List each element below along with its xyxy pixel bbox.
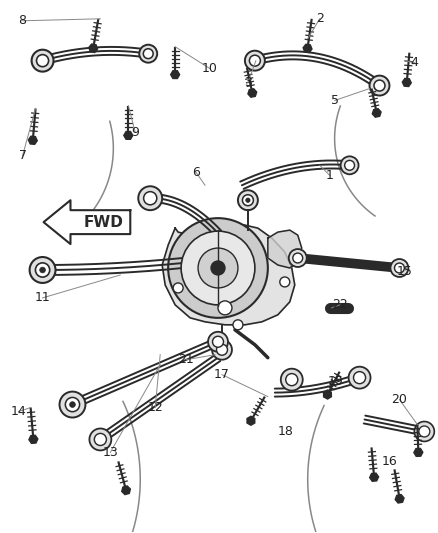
Text: 21: 21 [178,353,194,366]
Circle shape [249,55,260,66]
Circle shape [341,156,359,174]
Text: 14: 14 [11,405,27,418]
Text: 12: 12 [147,401,163,414]
Polygon shape [414,448,423,456]
Circle shape [419,426,430,437]
Circle shape [280,277,290,287]
Polygon shape [324,390,332,399]
Polygon shape [268,230,302,268]
Circle shape [345,160,354,170]
Circle shape [353,372,366,384]
Circle shape [198,248,238,288]
Circle shape [293,253,303,263]
Text: 22: 22 [332,298,347,311]
Text: 6: 6 [192,166,200,179]
Text: 3: 3 [244,76,252,89]
Circle shape [70,402,75,407]
Text: 16: 16 [381,455,397,468]
Circle shape [238,190,258,210]
Text: 1: 1 [326,169,334,182]
Polygon shape [247,416,255,425]
Polygon shape [395,495,404,503]
Circle shape [289,249,307,267]
Circle shape [414,422,434,441]
Polygon shape [162,225,295,325]
Text: 10: 10 [202,62,218,75]
Circle shape [211,261,225,275]
Polygon shape [124,132,133,139]
Circle shape [168,218,268,318]
Text: 13: 13 [102,446,118,459]
Circle shape [60,392,85,417]
Circle shape [390,259,408,277]
Circle shape [30,257,56,283]
Circle shape [208,332,228,352]
Circle shape [89,429,111,450]
Text: 19: 19 [328,375,343,388]
Circle shape [349,367,371,389]
Circle shape [32,50,53,71]
Circle shape [181,231,255,305]
Polygon shape [28,136,37,144]
Circle shape [212,340,232,360]
Polygon shape [370,473,378,481]
Polygon shape [248,88,257,97]
Polygon shape [171,71,180,78]
Polygon shape [372,109,381,117]
Circle shape [40,267,46,273]
Circle shape [246,198,250,203]
Circle shape [173,283,183,293]
Polygon shape [303,44,312,53]
Circle shape [281,369,303,391]
Circle shape [218,301,232,315]
Circle shape [212,336,223,347]
Polygon shape [43,200,130,244]
Circle shape [245,51,265,71]
Text: 5: 5 [331,94,339,107]
Text: 17: 17 [214,368,230,381]
Circle shape [233,320,243,330]
Circle shape [216,344,227,355]
Circle shape [374,80,385,91]
Circle shape [65,398,80,411]
Circle shape [94,433,106,446]
Text: FWD: FWD [83,215,124,230]
Text: 9: 9 [131,126,139,139]
Text: 8: 8 [19,14,27,27]
Circle shape [242,195,254,206]
Text: 11: 11 [35,292,50,304]
Circle shape [139,45,157,63]
Circle shape [35,263,49,277]
Text: 7: 7 [19,149,27,162]
Circle shape [138,186,162,210]
Text: 15: 15 [396,265,412,278]
Text: 20: 20 [392,393,407,406]
Polygon shape [403,78,411,86]
Polygon shape [122,486,131,495]
Circle shape [143,49,153,59]
Circle shape [286,374,298,386]
Text: 4: 4 [410,56,418,69]
Circle shape [36,54,49,67]
Text: 2: 2 [316,12,324,25]
Text: 18: 18 [278,425,294,438]
Polygon shape [89,44,98,52]
Circle shape [370,76,389,95]
Circle shape [395,263,404,273]
Circle shape [144,192,157,205]
Polygon shape [29,435,38,443]
